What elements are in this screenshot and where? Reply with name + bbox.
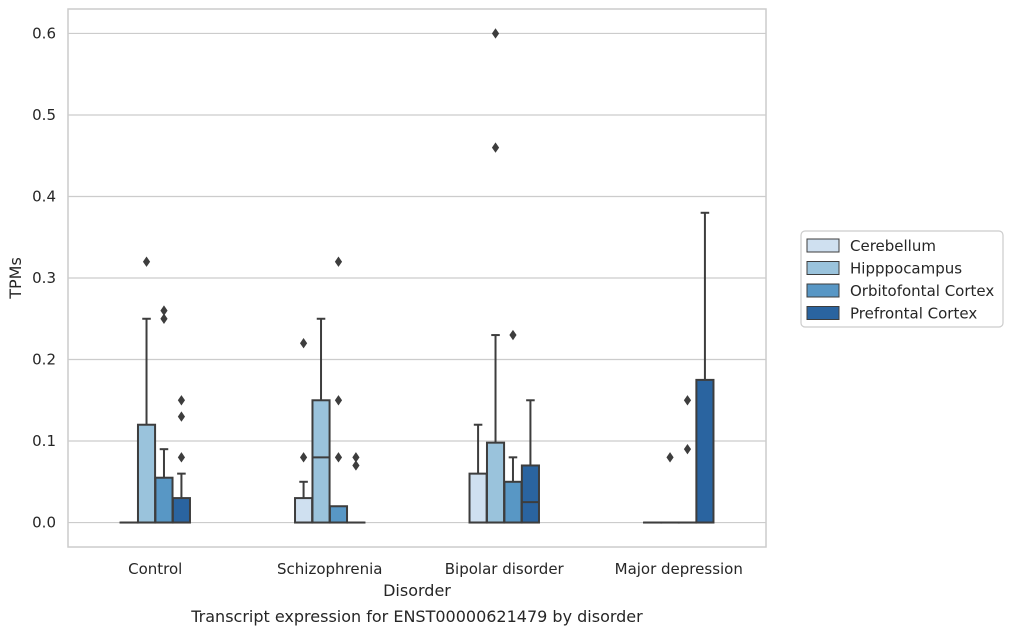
outlier-point — [683, 395, 692, 406]
plot-frame — [67, 8, 767, 548]
y-tick-label: 0.0 — [32, 514, 56, 532]
box-rect — [171, 497, 191, 524]
outlier-point — [334, 256, 343, 267]
outlier-point — [299, 452, 308, 463]
outlier-point — [491, 28, 500, 39]
box-prefrontal-cortex — [695, 211, 715, 524]
box-orbitofontal-cortex — [503, 329, 523, 524]
box-hipppocampus — [660, 452, 680, 524]
box-rect — [328, 505, 349, 524]
y-tick-label: 0.6 — [32, 24, 56, 42]
x-tick-label: Control — [128, 560, 182, 578]
y-tick-labels: 0.0 0.1 0.2 0.3 0.4 0.5 0.6 — [32, 24, 56, 531]
outlier-point — [509, 329, 517, 341]
box-rect — [154, 476, 174, 524]
x-tick-labels: Control Schizophrenia Bipolar disorder Majo… — [128, 560, 743, 578]
legend: Cerebellum Hipppocampus Orbitofontal Corte… — [800, 230, 1004, 328]
outlier-point — [160, 305, 168, 316]
box-rect — [311, 399, 331, 524]
box-hipppocampus — [485, 28, 506, 524]
legend-swatch — [806, 261, 840, 275]
outlier-point — [334, 395, 343, 406]
box-rect — [485, 441, 506, 524]
legend-swatch — [806, 283, 840, 298]
y-tick-label: 0.5 — [32, 106, 56, 124]
legend-label: Cerebellum — [850, 237, 936, 255]
y-axis-label: TPMs — [6, 257, 25, 300]
legend-frame — [800, 230, 1004, 328]
outlier-point — [352, 452, 360, 463]
box-prefrontal-cortex — [171, 395, 191, 524]
box-hipppocampus — [311, 317, 331, 524]
boxes — [119, 28, 715, 524]
y-tick-label: 0.2 — [32, 351, 56, 369]
outlier-point — [334, 452, 343, 463]
x-tick-label: Major depression — [615, 560, 743, 578]
box-rect — [468, 472, 488, 524]
box-orbitofontal-cortex — [677, 395, 698, 524]
outlier-point — [177, 395, 186, 406]
outlier-point — [352, 460, 360, 471]
box-orbitofontal-cortex — [154, 305, 174, 524]
box-rect — [520, 464, 540, 524]
y-tick-label: 0.1 — [32, 432, 56, 450]
outlier-point — [299, 338, 308, 349]
x-tick-label: Bipolar disorder — [445, 560, 565, 578]
outlier-point — [160, 313, 168, 324]
box-prefrontal-cortex — [346, 452, 366, 524]
legend-label: Hipppocampus — [850, 260, 962, 278]
outlier-point — [177, 411, 186, 422]
box-hipppocampus — [136, 256, 157, 524]
box-rect — [503, 480, 523, 524]
x-tick-label: Schizophrenia — [277, 560, 382, 578]
figure-caption: Transcript expression for ENST0000062147… — [190, 607, 643, 626]
outlier-point — [142, 256, 151, 267]
grid-lines — [68, 32, 766, 524]
box-prefrontal-cortex — [520, 399, 540, 524]
box-rect — [695, 378, 715, 524]
box-cerebellum — [294, 338, 314, 524]
legend-label: Prefrontal Cortex — [850, 305, 977, 323]
legend-swatch — [806, 306, 840, 320]
outlier-point — [666, 452, 674, 463]
box-orbitofontal-cortex — [328, 256, 349, 524]
legend-label: Orbitofontal Cortex — [850, 282, 994, 300]
y-tick-label: 0.3 — [32, 269, 56, 287]
box-rect — [294, 497, 314, 524]
box-cerebellum — [468, 423, 488, 524]
outlier-point — [683, 443, 692, 455]
legend-swatch — [806, 238, 840, 253]
outlier-point — [177, 452, 186, 463]
box-rect — [136, 423, 157, 524]
y-tick-label: 0.4 — [32, 187, 56, 205]
outlier-point — [491, 142, 500, 153]
x-axis-label: Disorder — [383, 581, 451, 600]
